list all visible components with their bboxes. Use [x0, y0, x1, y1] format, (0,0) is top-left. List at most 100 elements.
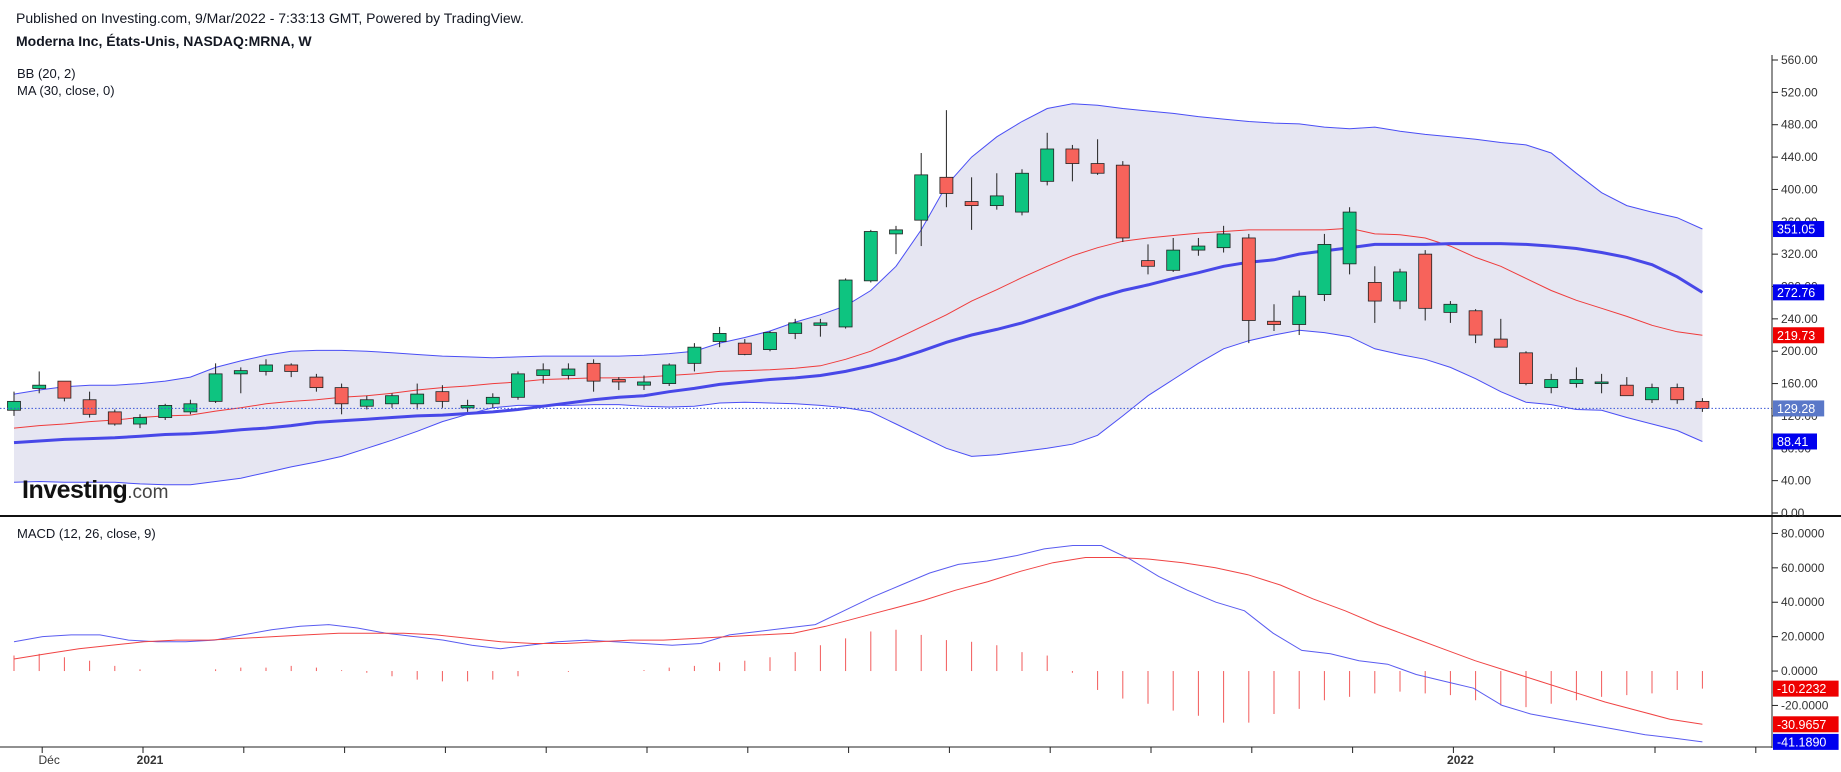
candle-body [914, 174, 929, 221]
candle-body [939, 176, 954, 194]
candle[interactable] [637, 375, 651, 391]
candle[interactable] [737, 339, 752, 356]
candle-body [1317, 244, 1332, 295]
candle[interactable] [863, 229, 878, 283]
candle-body [385, 395, 399, 405]
candle[interactable] [712, 326, 727, 348]
candle[interactable] [359, 395, 374, 410]
candle[interactable] [1115, 161, 1130, 243]
candle-body [1015, 172, 1029, 213]
candle[interactable] [183, 399, 198, 415]
y-tick-label: 200.00 [1781, 344, 1818, 358]
candle[interactable] [334, 383, 349, 415]
candle[interactable] [1393, 268, 1407, 310]
candle[interactable] [964, 177, 979, 230]
candle[interactable] [1594, 373, 1609, 394]
candle[interactable] [460, 399, 475, 412]
candle-body [1191, 245, 1206, 251]
candle[interactable] [107, 409, 122, 426]
candle[interactable] [1443, 301, 1458, 323]
candle[interactable] [410, 383, 425, 410]
candle-body [57, 380, 72, 399]
candle[interactable] [511, 371, 525, 400]
candle[interactable] [1619, 377, 1634, 397]
candle-body [435, 391, 450, 402]
badge-bg [1773, 327, 1825, 344]
candle[interactable] [1468, 309, 1483, 344]
candle[interactable] [1342, 207, 1357, 275]
candle[interactable] [1367, 266, 1382, 323]
axes: 560.00520.00480.00440.00400.00360.00320.… [0, 53, 1841, 767]
candle[interactable] [1418, 250, 1433, 321]
candle[interactable] [1292, 290, 1307, 336]
candle[interactable] [1267, 304, 1281, 331]
candle[interactable] [788, 318, 803, 340]
candle[interactable] [1141, 244, 1155, 275]
candle[interactable] [763, 330, 777, 352]
candle[interactable] [1519, 351, 1533, 386]
macd-tick-label: 0.0000 [1781, 664, 1818, 678]
candle-body [763, 332, 777, 350]
candle[interactable] [133, 414, 147, 429]
candle[interactable] [1645, 383, 1659, 403]
candle[interactable] [7, 391, 21, 416]
candle[interactable] [1191, 237, 1206, 256]
candle[interactable] [1216, 225, 1231, 253]
candle[interactable] [838, 278, 853, 329]
candle-body [989, 195, 1004, 207]
candle[interactable] [1166, 237, 1181, 272]
candle[interactable] [1544, 373, 1559, 394]
candle[interactable] [1569, 367, 1584, 388]
ma-legend[interactable]: MA (30, close, 0) [17, 83, 115, 98]
candle[interactable] [1040, 132, 1055, 186]
candle[interactable] [1090, 139, 1105, 175]
candle-body [1443, 303, 1458, 313]
candle[interactable] [259, 359, 273, 376]
candle[interactable] [687, 343, 702, 372]
candle-body [1342, 211, 1357, 265]
candle[interactable] [82, 391, 97, 418]
candle[interactable] [914, 153, 929, 247]
candle-body [1065, 148, 1080, 164]
macd-tick-label: 20.0000 [1781, 630, 1825, 644]
price-badge: 351.05 [1773, 221, 1825, 238]
candle[interactable] [158, 403, 173, 420]
candle[interactable] [385, 393, 399, 408]
candle[interactable] [233, 367, 248, 394]
candle[interactable] [1670, 383, 1685, 404]
y-tick-label: 400.00 [1781, 182, 1818, 196]
candle[interactable] [1065, 144, 1080, 182]
macd-badge: -10.2232 [1773, 680, 1839, 697]
y-tick-label: 240.00 [1781, 312, 1818, 326]
candle[interactable] [57, 380, 72, 402]
candle[interactable] [1317, 233, 1332, 302]
candle[interactable] [586, 359, 601, 392]
candle[interactable] [32, 371, 47, 394]
candle[interactable] [889, 225, 903, 255]
candle[interactable] [561, 363, 576, 380]
price-pane [0, 103, 1772, 486]
candle[interactable] [662, 363, 677, 386]
candle[interactable] [536, 363, 551, 384]
candle[interactable] [1493, 318, 1508, 348]
macd-tick-label: -20.0000 [1781, 698, 1829, 712]
candle-body [1040, 148, 1055, 182]
candle[interactable] [1241, 233, 1256, 344]
candle[interactable] [611, 377, 626, 391]
candle-body [889, 229, 903, 235]
macd-tick-label: 80.0000 [1781, 526, 1825, 540]
bb-legend[interactable]: BB (20, 2) [17, 66, 76, 81]
candle[interactable] [208, 363, 223, 403]
candle[interactable] [939, 110, 954, 208]
candle[interactable] [309, 373, 324, 392]
y-tick-label: 480.00 [1781, 118, 1818, 132]
candle[interactable] [435, 385, 450, 408]
macd-legend[interactable]: MACD (12, 26, close, 9) [17, 526, 156, 541]
y-tick-label: 520.00 [1781, 85, 1818, 99]
candle[interactable] [813, 318, 828, 337]
candle[interactable] [485, 393, 500, 408]
candle[interactable] [989, 173, 1004, 210]
candle[interactable] [284, 363, 299, 378]
candle[interactable] [1015, 169, 1029, 216]
